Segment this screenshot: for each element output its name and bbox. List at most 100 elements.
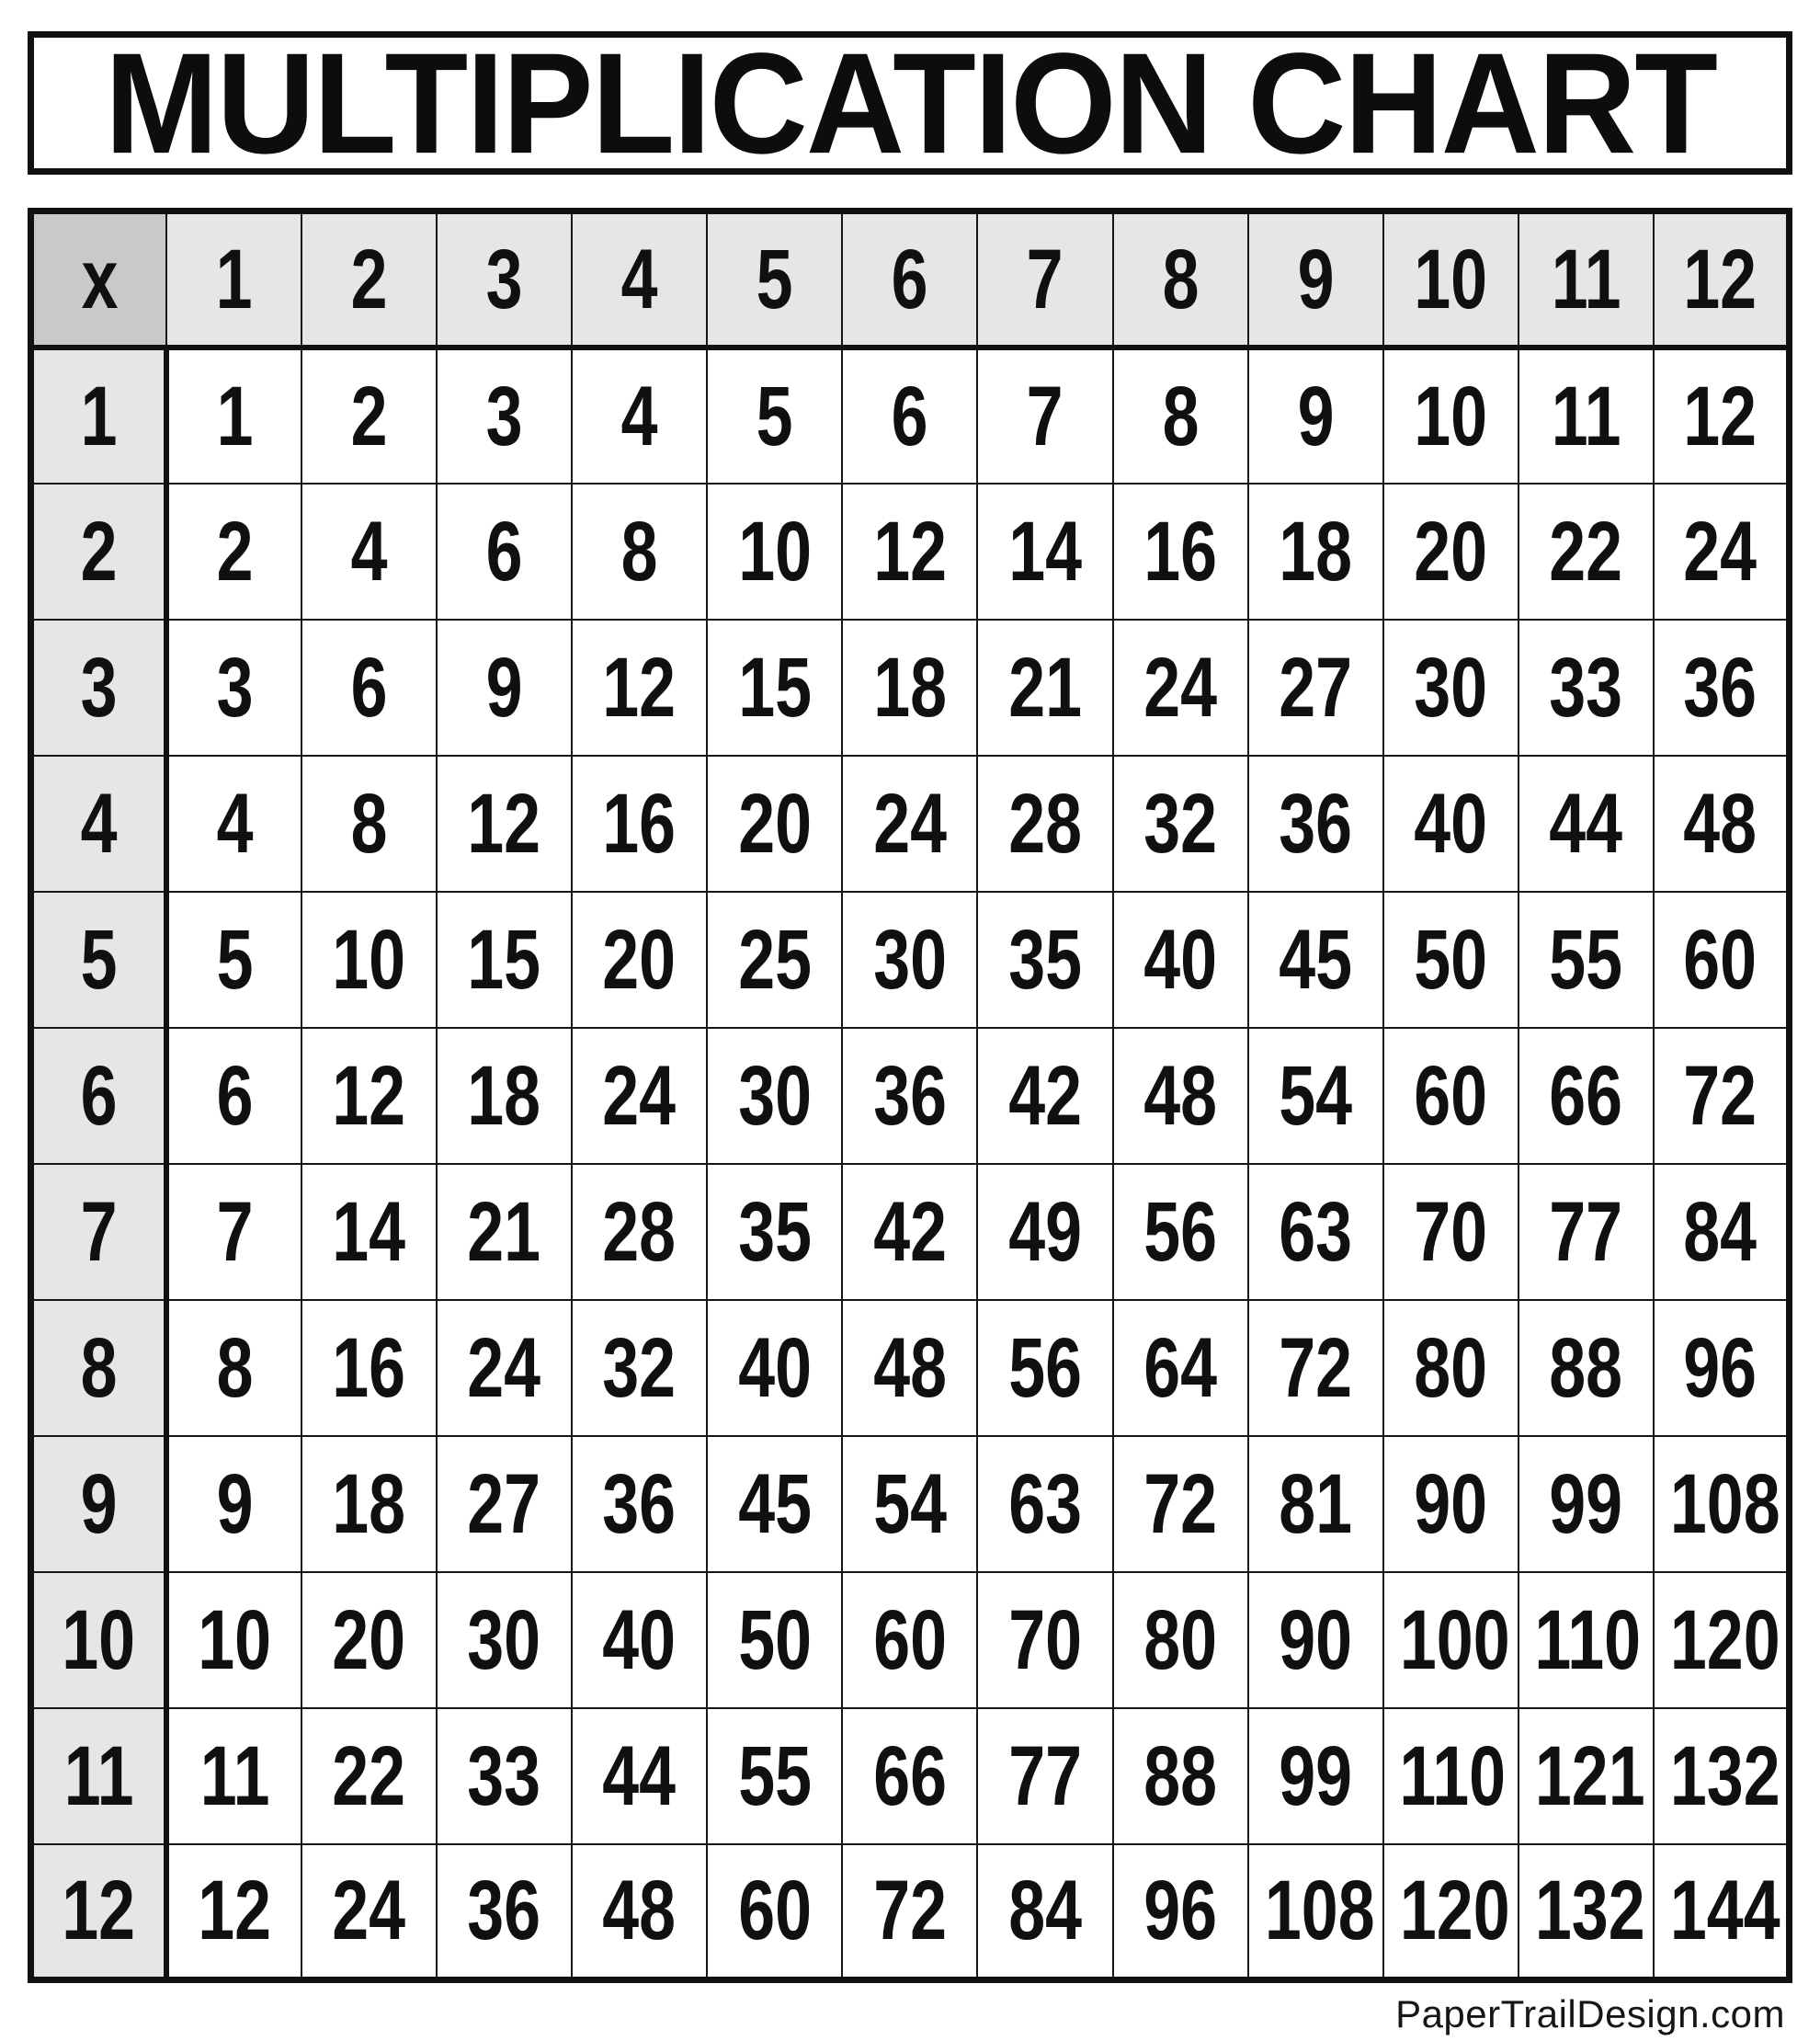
product-cell: 16 xyxy=(571,754,709,893)
column-header: 10 xyxy=(1382,210,1520,350)
row-header-label: 9 xyxy=(80,1456,118,1551)
table-row: 7 7 14 21 28 35 42 49 56 63 70 77 84 xyxy=(29,1162,1791,1301)
product-cell: 120 xyxy=(1653,1570,1791,1709)
product-value: 63 xyxy=(1008,1456,1082,1551)
product-cell: 2 xyxy=(165,482,302,621)
product-value: 66 xyxy=(872,1728,947,1823)
product-cell: 49 xyxy=(976,1162,1114,1301)
product-value: 88 xyxy=(1549,1320,1623,1415)
column-header: 8 xyxy=(1111,210,1249,350)
product-cell: 22 xyxy=(300,1706,438,1845)
product-value: 30 xyxy=(737,1048,812,1143)
multiplication-table: x 1 2 3 4 5 6 7 8 9 10 11 12 1 1 2 3 4 5 6 7 8 9 10 11 12 2 2 4 6 8 10… xyxy=(28,208,1792,1983)
product-cell: 8 xyxy=(300,754,438,893)
product-cell: 32 xyxy=(571,1298,709,1437)
product-value: 90 xyxy=(1279,1592,1353,1687)
product-cell: 9 xyxy=(165,1434,302,1573)
product-cell: 60 xyxy=(1653,890,1791,1029)
row-header: 11 xyxy=(29,1706,169,1845)
product-cell: 99 xyxy=(1518,1434,1655,1573)
product-cell: 63 xyxy=(976,1434,1114,1573)
product-cell: 32 xyxy=(1111,754,1249,893)
product-cell: 30 xyxy=(435,1570,574,1709)
product-cell: 28 xyxy=(571,1162,709,1301)
product-value: 20 xyxy=(737,776,812,871)
footer: PaperTrailDesign.com xyxy=(28,1983,1792,2036)
product-cell: 33 xyxy=(1518,618,1655,757)
product-value: 99 xyxy=(1549,1456,1623,1551)
product-cell: 45 xyxy=(706,1434,844,1573)
product-cell: 30 xyxy=(841,890,979,1029)
product-value: 8 xyxy=(620,504,658,599)
product-value: 24 xyxy=(332,1864,406,1958)
product-value: 55 xyxy=(1549,912,1623,1007)
product-cell: 77 xyxy=(1518,1162,1655,1301)
column-header-label: 10 xyxy=(1414,232,1488,326)
product-cell: 90 xyxy=(1382,1434,1520,1573)
product-value: 24 xyxy=(467,1320,541,1415)
product-value: 80 xyxy=(1143,1592,1218,1687)
column-header-label: 4 xyxy=(620,232,658,326)
product-cell: 12 xyxy=(841,482,979,621)
product-value: 49 xyxy=(1008,1184,1082,1279)
table-row: 9 9 18 27 36 45 54 63 72 81 90 99 108 xyxy=(29,1434,1791,1573)
product-cell: 6 xyxy=(300,618,438,757)
column-header: 11 xyxy=(1518,210,1655,350)
table-row: 12 12 24 36 48 60 72 84 96 108 120 132 144 xyxy=(29,1842,1791,1981)
product-value: 18 xyxy=(467,1048,541,1143)
column-header: 7 xyxy=(976,210,1114,350)
product-cell: 132 xyxy=(1518,1842,1655,1981)
product-cell: 27 xyxy=(1246,618,1384,757)
product-cell: 110 xyxy=(1382,1706,1520,1845)
product-cell: 77 xyxy=(976,1706,1114,1845)
product-value: 10 xyxy=(737,504,812,599)
table-row: 6 6 12 18 24 30 36 42 48 54 60 66 72 xyxy=(29,1026,1791,1165)
product-cell: 20 xyxy=(1382,482,1520,621)
column-header-label: 12 xyxy=(1683,232,1757,326)
product-value: 10 xyxy=(332,912,406,1007)
product-cell: 14 xyxy=(300,1162,438,1301)
product-value: 33 xyxy=(1549,640,1623,735)
table-row: 1 1 2 3 4 5 6 7 8 9 10 11 12 xyxy=(29,346,1791,485)
column-header: 6 xyxy=(841,210,979,350)
table-row: 10 10 20 30 40 50 60 70 80 90 100 110 120 xyxy=(29,1570,1791,1709)
product-cell: 64 xyxy=(1111,1298,1249,1437)
product-value: 84 xyxy=(1008,1864,1082,1958)
column-header-label: 6 xyxy=(891,232,928,326)
corner-label: x xyxy=(81,232,119,326)
product-cell: 10 xyxy=(300,890,438,1029)
column-header-label: 11 xyxy=(1551,232,1621,326)
product-value: 30 xyxy=(872,912,947,1007)
product-value: 27 xyxy=(467,1456,541,1551)
product-value: 12 xyxy=(467,776,541,871)
product-value: 60 xyxy=(872,1592,947,1687)
product-value: 132 xyxy=(1534,1864,1645,1958)
product-value: 16 xyxy=(602,776,677,871)
product-cell: 81 xyxy=(1246,1434,1384,1573)
product-value: 40 xyxy=(602,1592,677,1687)
product-cell: 18 xyxy=(300,1434,438,1573)
product-cell: 54 xyxy=(1246,1026,1384,1165)
product-cell: 84 xyxy=(1653,1162,1791,1301)
header-row: x 1 2 3 4 5 6 7 8 9 10 11 12 xyxy=(29,210,1791,350)
product-cell: 12 xyxy=(165,1842,302,1981)
product-value: 3 xyxy=(216,640,254,735)
product-cell: 20 xyxy=(571,890,709,1029)
product-cell: 110 xyxy=(1518,1570,1655,1709)
product-cell: 14 xyxy=(976,482,1114,621)
product-value: 7 xyxy=(1027,369,1064,463)
product-value: 96 xyxy=(1143,1864,1218,1958)
product-cell: 90 xyxy=(1246,1570,1384,1709)
product-cell: 35 xyxy=(706,1162,844,1301)
product-cell: 70 xyxy=(976,1570,1114,1709)
product-value: 12 xyxy=(602,640,677,735)
product-cell: 21 xyxy=(976,618,1114,757)
product-cell: 132 xyxy=(1653,1706,1791,1845)
product-value: 4 xyxy=(620,369,658,463)
row-header: 2 xyxy=(29,482,169,621)
product-value: 70 xyxy=(1008,1592,1082,1687)
table-header: x 1 2 3 4 5 6 7 8 9 10 11 12 xyxy=(29,210,1791,350)
product-value: 54 xyxy=(872,1456,947,1551)
product-cell: 5 xyxy=(706,346,844,485)
